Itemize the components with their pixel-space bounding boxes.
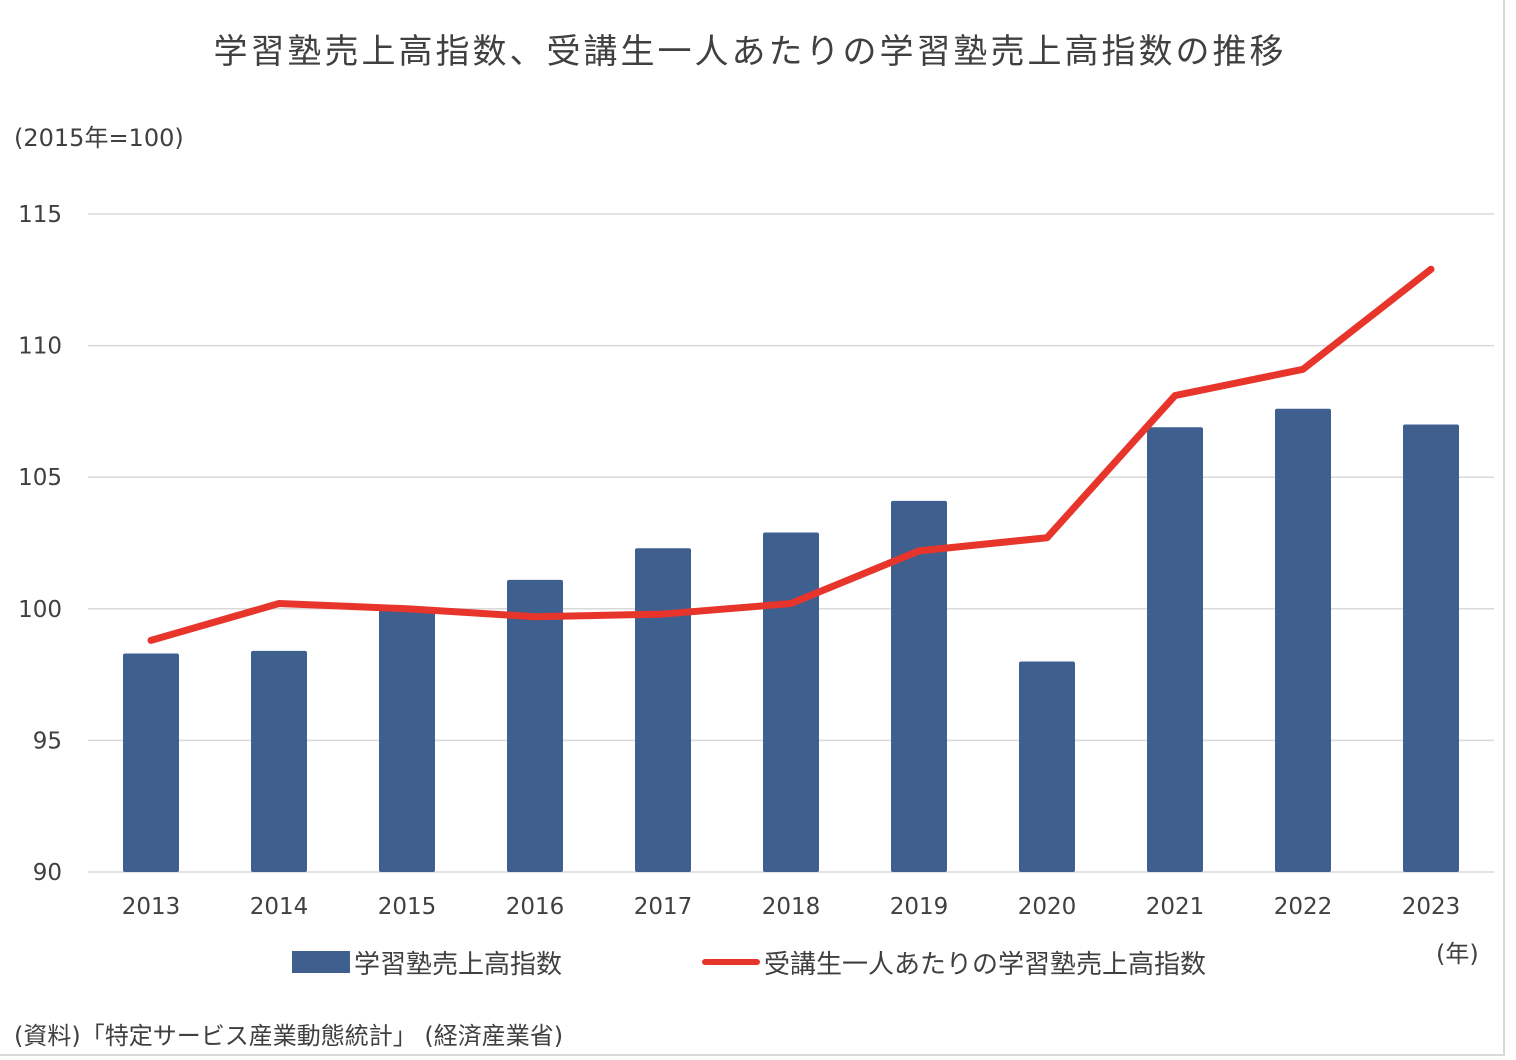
y-tick-label-115: 115 — [18, 202, 62, 228]
legend-item-bar: 学習塾売上高指数 — [292, 942, 562, 982]
y-tick-label-110: 110 — [18, 334, 62, 360]
line-point-2019 — [918, 550, 920, 552]
y-tick-labels: 90 95 100 105 110 115 — [18, 202, 62, 886]
bar-2013 — [123, 653, 179, 872]
x-tick-label-2017: 2017 — [634, 894, 693, 920]
y-tick-label-90: 90 — [33, 860, 62, 886]
bar-2017 — [635, 548, 691, 872]
y-tick-label-105: 105 — [18, 465, 62, 491]
bar-series — [123, 408, 1459, 872]
line-point-2015 — [406, 608, 408, 610]
x-tick-label-2018: 2018 — [762, 894, 821, 920]
bar-2020 — [1019, 661, 1075, 872]
x-tick-label-2014: 2014 — [250, 894, 309, 920]
legend-line-swatch — [702, 959, 760, 965]
line-series — [147, 265, 1435, 644]
x-tick-label-2022: 2022 — [1274, 894, 1333, 920]
line-point-2023 — [1430, 268, 1432, 270]
x-tick-labels: 2013 2014 2015 2016 2017 2018 2019 2020 2021 2022… — [122, 894, 1461, 920]
bar-2015 — [379, 608, 435, 872]
bar-2016 — [507, 579, 563, 872]
y-tick-label-100: 100 — [18, 597, 62, 623]
line-point-2018 — [790, 603, 792, 605]
y-axis-unit-label: (2015年=100) — [14, 124, 184, 152]
bar-2023 — [1403, 424, 1459, 872]
line-point-2022 — [1302, 368, 1304, 370]
x-tick-label-2016: 2016 — [506, 894, 565, 920]
bar-2018 — [763, 532, 819, 872]
line-point-2020 — [1046, 537, 1048, 539]
x-tick-label-2023: 2023 — [1402, 894, 1461, 920]
legend-bar-swatch — [292, 951, 350, 973]
bar-2014 — [251, 650, 307, 872]
legend-line-label: 受講生一人あたりの学習塾売上高指数 — [764, 949, 1207, 980]
source-note: (資料)「特定サービス産業動態統計」 (経済産業省) — [14, 1022, 564, 1050]
bar-2019 — [891, 500, 947, 872]
x-tick-label-2015: 2015 — [378, 894, 437, 920]
x-tick-label-2020: 2020 — [1018, 894, 1077, 920]
line-point-2017 — [662, 613, 664, 615]
x-tick-label-2013: 2013 — [122, 894, 181, 920]
line-point-2021 — [1174, 395, 1176, 397]
x-tick-label-2019: 2019 — [890, 894, 949, 920]
chart-title: 学習塾売上高指数、受講生一人あたりの学習塾売上高指数の推移 — [213, 32, 1287, 72]
bar-2022 — [1275, 408, 1331, 872]
bar-2021 — [1147, 427, 1203, 872]
line-point-2016 — [534, 616, 536, 618]
line-point-2014 — [278, 603, 280, 605]
legend-bar-label: 学習塾売上高指数 — [354, 949, 563, 980]
legend-item-line: 受講生一人あたりの学習塾売上高指数 — [702, 942, 1206, 982]
line-point-2013 — [150, 639, 152, 641]
x-axis-unit-label: (年) — [1436, 940, 1479, 968]
x-tick-label-2021: 2021 — [1146, 894, 1205, 920]
y-tick-label-95: 95 — [33, 728, 62, 754]
